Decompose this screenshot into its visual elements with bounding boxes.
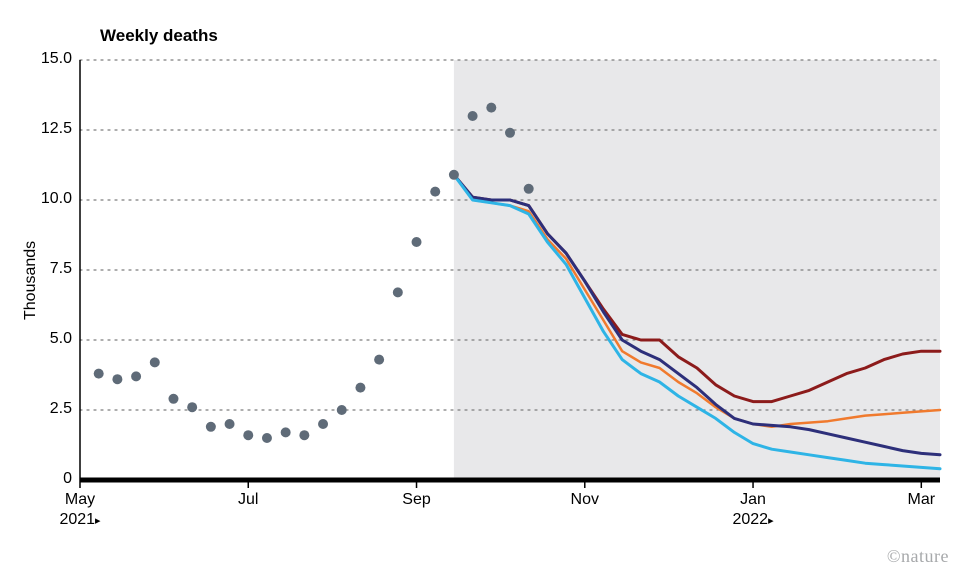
scatter-point	[131, 371, 141, 381]
y-tick-label: 10.0	[41, 190, 72, 208]
x-tick-label: Jan2022▸	[713, 490, 793, 530]
scatter-point	[94, 369, 104, 379]
chart-title: Weekly deaths	[100, 26, 218, 46]
scatter-point	[355, 383, 365, 393]
y-tick-label: 15.0	[41, 50, 72, 68]
scatter-point	[318, 419, 328, 429]
scatter-point	[486, 103, 496, 113]
scatter-point	[281, 427, 291, 437]
y-tick-label: 7.5	[50, 260, 72, 278]
attribution: ©nature	[887, 546, 949, 567]
weekly-deaths-chart: Weekly deaths Thousands 0 2.5 5.0 7.5 10.0 12…	[0, 0, 963, 573]
scatter-point	[430, 187, 440, 197]
scatter-point	[393, 287, 403, 297]
chart-svg	[0, 0, 963, 573]
scatter-point	[262, 433, 272, 443]
scatter-point	[299, 430, 309, 440]
scatter-point	[449, 170, 459, 180]
x-tick-label: Jul	[208, 490, 288, 510]
scatter-point	[412, 237, 422, 247]
scatter-point	[337, 405, 347, 415]
scatter-point	[112, 374, 122, 384]
x-tick-label: Mar	[881, 490, 961, 510]
scatter-point	[524, 184, 534, 194]
scatter-point	[225, 419, 235, 429]
scatter-point	[187, 402, 197, 412]
x-tick-label: Sep	[377, 490, 457, 510]
y-tick-label: 5.0	[50, 330, 72, 348]
y-tick-label: 12.5	[41, 120, 72, 138]
scatter-point	[206, 422, 216, 432]
scatter-point	[150, 357, 160, 367]
scatter-point	[243, 430, 253, 440]
scatter-point	[374, 355, 384, 365]
y-tick-label: 2.5	[50, 400, 72, 418]
x-tick-label: Nov	[545, 490, 625, 510]
x-tick-label: May2021▸	[40, 490, 120, 530]
y-tick-label: 0	[63, 470, 72, 488]
y-axis-label: Thousands	[22, 241, 40, 320]
scatter-point	[505, 128, 515, 138]
scatter-point	[168, 394, 178, 404]
scatter-point	[468, 111, 478, 121]
